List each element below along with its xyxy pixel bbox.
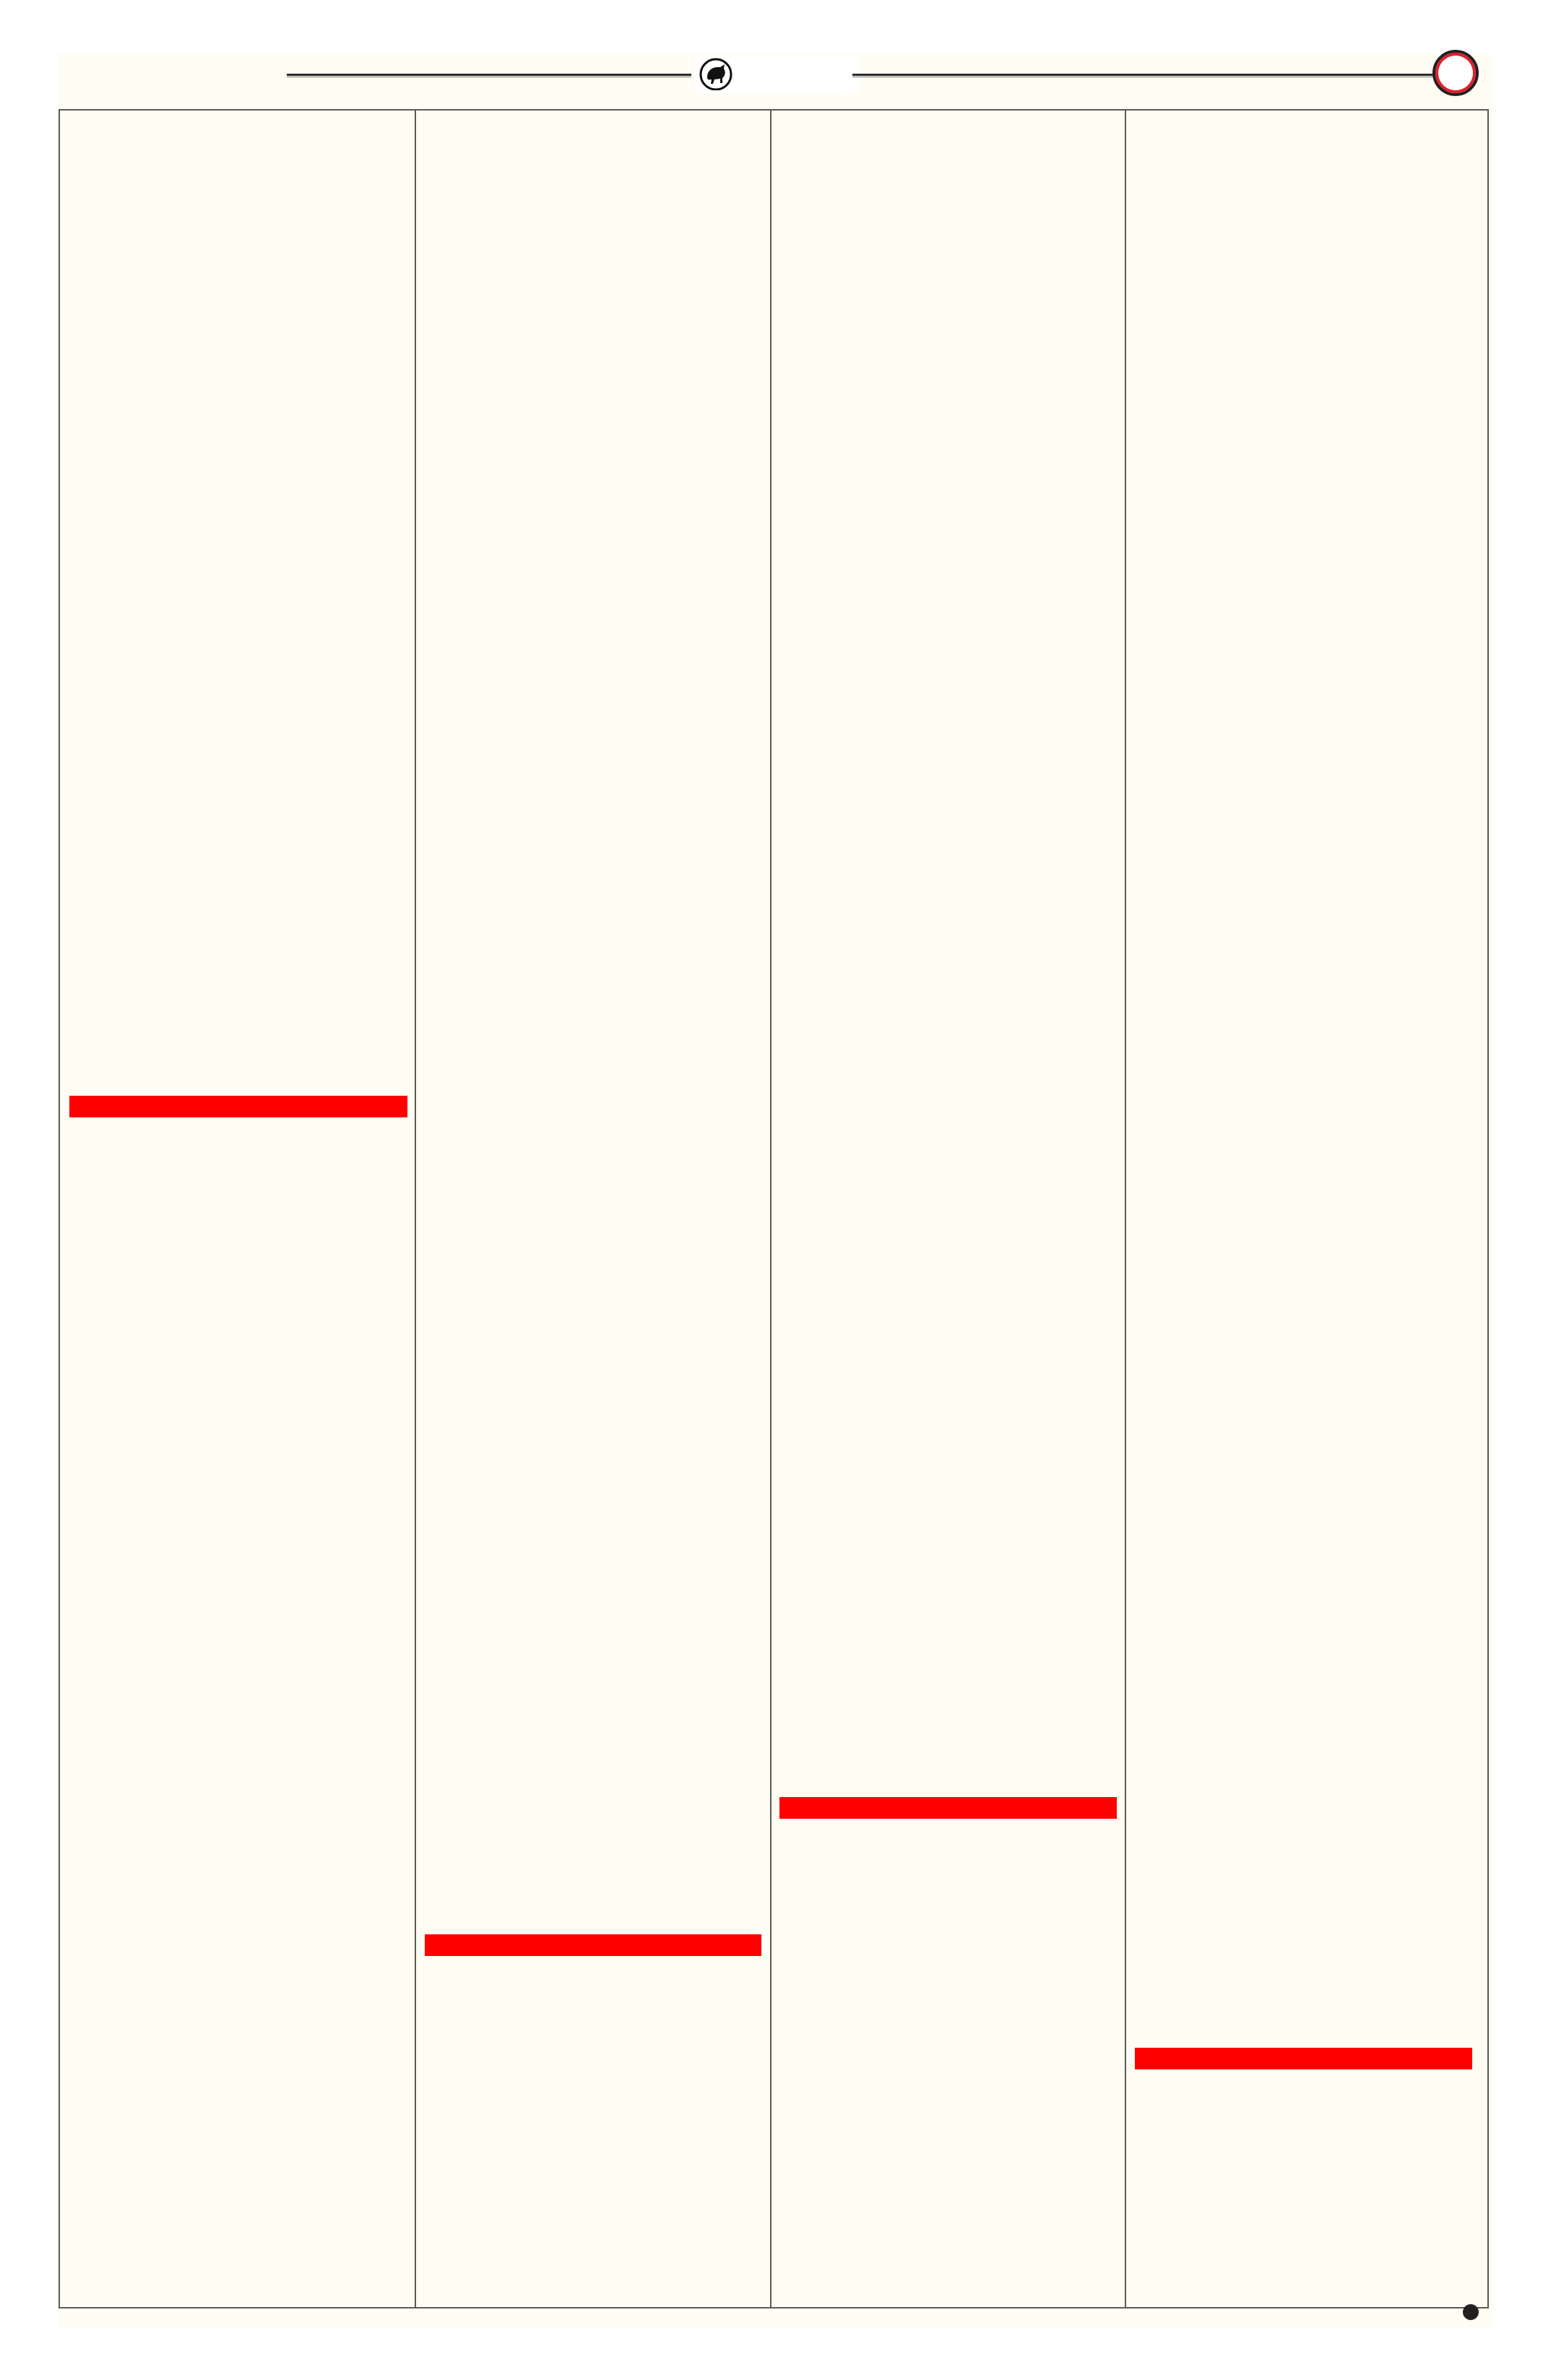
black-dot-icon <box>1463 2304 1479 2320</box>
four-column-frame <box>59 109 1489 2308</box>
bull-in-circle-icon <box>699 58 732 90</box>
redaction-bar-column-4 <box>1135 2048 1472 2069</box>
column-divider <box>1125 109 1126 2307</box>
redaction-bar-column-3 <box>779 1797 1117 1819</box>
redaction-bar-column-2 <box>425 1934 761 1956</box>
header-rule-right <box>852 74 1438 77</box>
header-rule-left <box>287 74 691 77</box>
page-background <box>58 54 1492 2328</box>
column-divider <box>415 109 416 2307</box>
red-ring-icon <box>1432 50 1479 96</box>
redaction-bar-column-1 <box>69 1096 407 1117</box>
column-divider <box>770 109 772 2307</box>
